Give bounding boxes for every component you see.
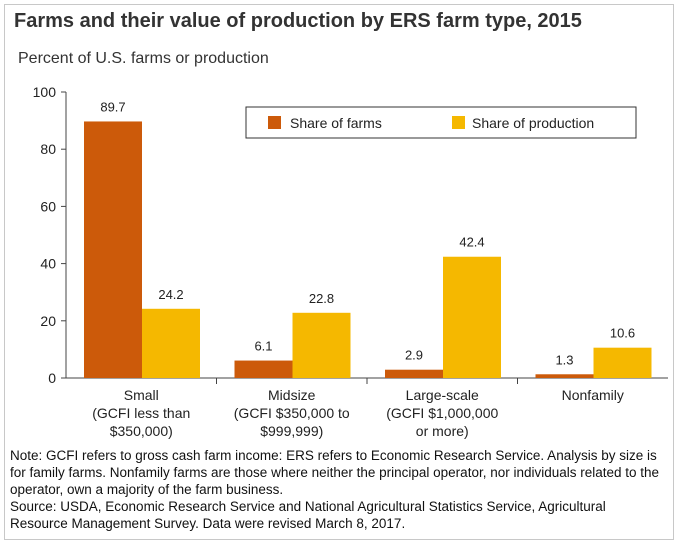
- bar-share-of-farms: [385, 369, 443, 378]
- bar-share-of-production: [292, 312, 351, 378]
- x-tick-label: (GCFI $1,000,000: [386, 405, 498, 421]
- data-label: 89.7: [100, 99, 125, 114]
- bar-share-of-production: [142, 308, 200, 378]
- legend-swatch: [452, 116, 465, 129]
- bar-share-of-farms: [84, 121, 142, 378]
- data-label: 24.2: [158, 287, 183, 302]
- y-axis: 0 20 40 60 80 100: [33, 84, 67, 386]
- y-tick-label: 0: [48, 370, 56, 386]
- legend: Share of farms Share of production: [245, 106, 637, 139]
- x-tick-label: Midsize: [268, 387, 316, 403]
- bar-labels: 89.7 24.2 6.1 22.8 2.9 42.4 1.3 10.6: [100, 99, 635, 367]
- x-tick-label: $999,999): [260, 423, 323, 439]
- data-label: 22.8: [309, 291, 334, 306]
- chart-title: Farms and their value of production by E…: [14, 10, 582, 32]
- y-tick-label: 20: [40, 313, 56, 329]
- x-axis: Small (GCFI less than $350,000) Midsize (GCF…: [66, 377, 668, 439]
- x-tick-label: $350,000): [110, 423, 173, 439]
- chart-subtitle: Percent of U.S. farms or production: [18, 50, 269, 67]
- bar-share-of-production: [443, 256, 501, 378]
- x-tick-label: (GCFI less than: [92, 405, 190, 421]
- bar-share-of-production: [593, 347, 652, 378]
- y-tick-label: 60: [40, 198, 56, 214]
- legend-label: Share of farms: [290, 115, 382, 131]
- bars: [84, 121, 652, 378]
- x-tick-label: Small: [124, 387, 159, 403]
- data-label: 10.6: [610, 326, 635, 341]
- bar-share-of-farms: [535, 374, 594, 378]
- y-tick-label: 80: [40, 141, 56, 157]
- y-tick-label: 40: [40, 256, 56, 272]
- data-label: 2.9: [405, 348, 423, 363]
- legend-label: Share of production: [472, 115, 594, 131]
- note-text: Note: GCFI refers to gross cash farm inc…: [10, 448, 660, 497]
- bar-share-of-farms: [234, 360, 293, 378]
- legend-box: [245, 106, 637, 139]
- chart-frame: [4, 4, 674, 540]
- bar-chart: 0 20 40 60 80 100 Small (GCFI less than $350,00…: [33, 84, 668, 439]
- source-text: Source: USDA, Economic Research Service …: [10, 499, 606, 531]
- x-tick-label: Large-scale: [406, 387, 479, 403]
- data-label: 42.4: [459, 235, 484, 250]
- data-label: 6.1: [254, 339, 272, 354]
- legend-swatch: [268, 116, 281, 129]
- x-tick-label: or more): [416, 423, 469, 439]
- y-tick-label: 100: [33, 84, 57, 100]
- x-tick-label: Nonfamily: [562, 387, 624, 403]
- notes: Note: GCFI refers to gross cash farm inc…: [10, 447, 665, 532]
- data-label: 1.3: [555, 352, 573, 367]
- x-tick-label: (GCFI $350,000 to: [234, 405, 350, 421]
